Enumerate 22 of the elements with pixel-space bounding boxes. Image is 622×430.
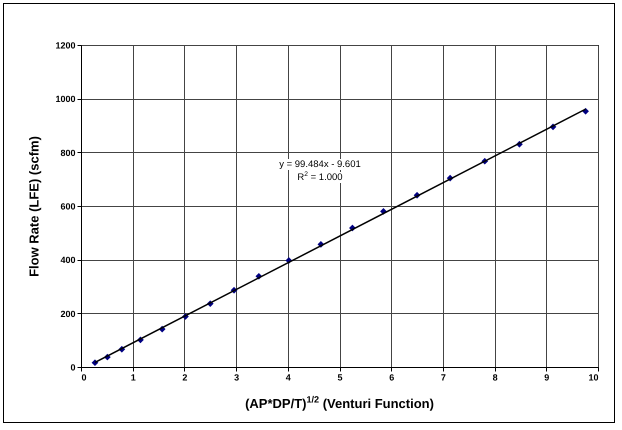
x-tick-label: 2 [182, 372, 188, 382]
x-tick-label: 9 [544, 372, 550, 382]
y-tick-label: 600 [60, 202, 76, 212]
y-tick-label: 800 [60, 148, 76, 158]
x-tick-label: 0 [82, 372, 87, 382]
x-tick-label: 6 [389, 372, 394, 382]
x-tick-label: 8 [492, 372, 498, 382]
y-tick-label: 0 [70, 362, 76, 372]
x-axis-title: (AP*DP/T)$^{1/2}$ (Venturi Function) [244, 394, 435, 411]
x-tick-label: 4 [286, 372, 291, 382]
y-tick-label: 1000 [55, 94, 76, 104]
x-tick-label: 10 [588, 372, 598, 382]
annotation: y = 99.484x - 9.601 [278, 159, 362, 170]
y-axis-title: Flow Rate (LFE) (scfm) [26, 136, 42, 277]
y-tick-label: 200 [60, 308, 76, 319]
y-tick-label: 1200 [55, 40, 76, 50]
x-tick-label: 5 [337, 372, 343, 382]
annotation: R$^{2}$ = 1.000 [296, 170, 344, 183]
x-tick-label: 3 [234, 372, 240, 382]
y-tick-label: 400 [60, 255, 76, 266]
x-tick-label: 7 [440, 372, 446, 382]
x-tick-label: 1 [130, 372, 136, 382]
